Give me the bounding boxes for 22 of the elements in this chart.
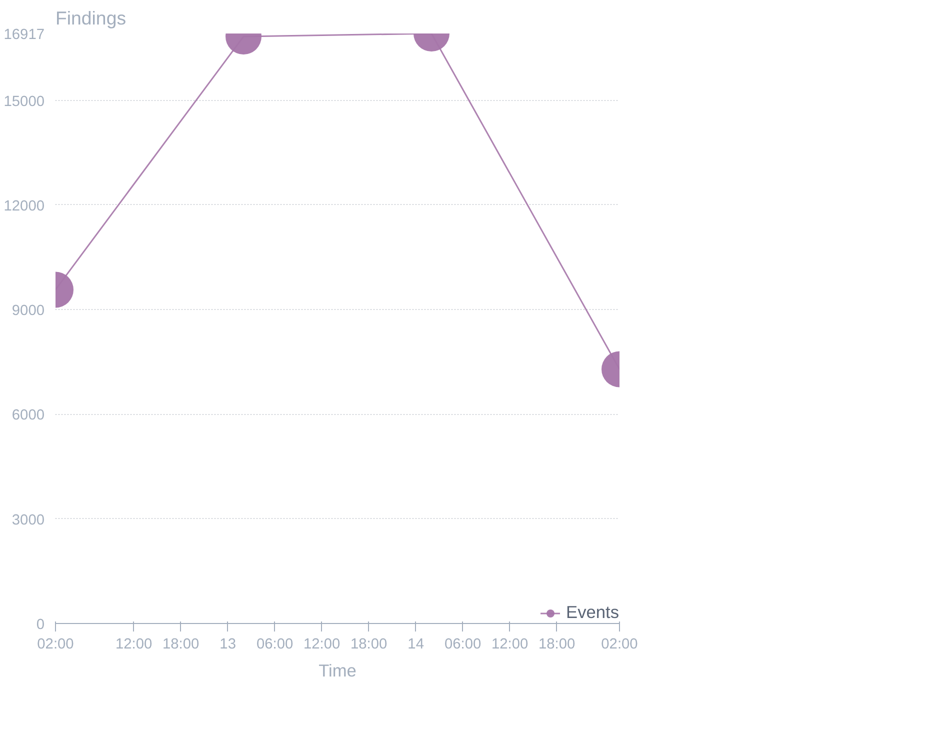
x-tick-label: 02:00: [37, 636, 74, 652]
x-tick-label: 14: [408, 636, 424, 652]
y-tick-label: 16917: [4, 27, 45, 43]
y-tick-label: 3000: [12, 512, 45, 528]
y-tick-label: 9000: [12, 303, 45, 320]
x-tick-label: 06:00: [444, 636, 482, 652]
y-tick-label: 0: [36, 617, 45, 633]
y-tick-label: 15000: [4, 94, 45, 110]
x-tick-label: 12:00: [491, 636, 528, 652]
x-axis-title: Time: [318, 660, 356, 680]
x-tick-label: 06:00: [256, 636, 294, 652]
chart-title: Findings: [56, 8, 126, 28]
legend-label: Events: [566, 602, 619, 623]
y-tick-label: 12000: [4, 198, 45, 214]
x-tick-label: 18:00: [350, 636, 388, 652]
x-tick-label: 18:00: [162, 636, 200, 652]
x-tick-label: 02:00: [601, 636, 638, 652]
x-tick-label: 12:00: [303, 636, 340, 652]
x-tick-label: 18:00: [538, 636, 576, 652]
y-tick-label: 6000: [12, 408, 45, 424]
x-tick-label: 12:00: [115, 636, 152, 652]
x-tick-label: 13: [220, 636, 236, 652]
